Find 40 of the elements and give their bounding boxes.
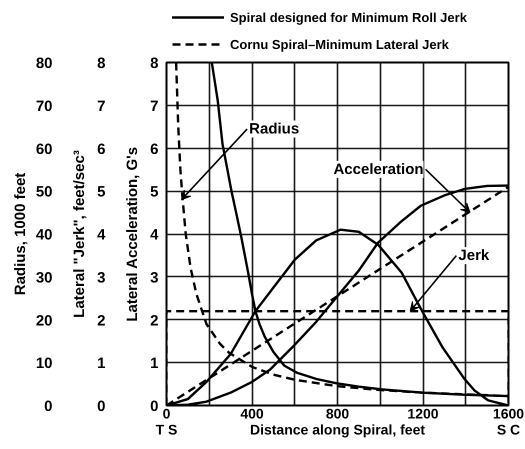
y2-tick-label: 7	[150, 98, 158, 115]
legend-label: Cornu Spiral–Minimum Lateral Jerk	[230, 36, 449, 54]
text: T S	[156, 422, 178, 438]
y3-axis-title: Radius, 1000 feet	[12, 172, 29, 296]
x-tick-label: 800	[326, 406, 350, 422]
annotation: Acceleration	[333, 160, 424, 178]
y2-tick-label: 1	[150, 355, 158, 372]
x-tick-label: 400	[240, 406, 264, 422]
y-tick-label: 7	[97, 98, 106, 115]
y2-axis-title: Lateral Acceleration, G's	[124, 146, 142, 322]
y2-tick-label: 4	[150, 226, 160, 244]
y-axis-title: Lateral "Jerk", feet/sec³	[71, 150, 88, 318]
y2-tick-label: 6	[150, 140, 158, 158]
y-tick-label: 6	[97, 140, 106, 158]
y-tick-label: 8	[97, 55, 106, 72]
text: S C	[496, 422, 520, 438]
y3-tick-label: 80	[36, 55, 53, 72]
annotation: Jerk	[458, 247, 490, 264]
y-tick-label: 1	[97, 355, 106, 372]
x-axis-title: Distance along Spiral, feet	[250, 422, 426, 438]
y-tick-label: 2	[97, 312, 106, 330]
y3-tick-label: 60	[36, 140, 53, 158]
y2-tick-label: 2	[150, 312, 158, 330]
y-tick-label: 3	[97, 269, 106, 286]
legend-label: Spiral designed for Minimum Roll Jerk	[230, 8, 467, 27]
y3-tick-label: 10	[36, 355, 53, 372]
y-tick-label: 5	[97, 184, 106, 201]
annotation: Radius	[249, 120, 300, 138]
x-tick-label: 1600	[492, 406, 524, 422]
y2-tick-label: 5	[150, 184, 158, 201]
y3-tick-label: 30	[36, 269, 53, 286]
x-tick-label: 1200	[407, 406, 439, 422]
y3-tick-label: 70	[36, 98, 53, 115]
y3-tick-label: 50	[36, 184, 53, 201]
y3-tick-label: 20	[36, 312, 53, 330]
y3-tick-label: 40	[36, 226, 53, 244]
y-tick-label: 4	[97, 226, 106, 244]
x-tick-label: 0	[162, 406, 171, 422]
y2-tick-label: 3	[150, 269, 158, 286]
y2-tick-label: 8	[150, 55, 158, 72]
